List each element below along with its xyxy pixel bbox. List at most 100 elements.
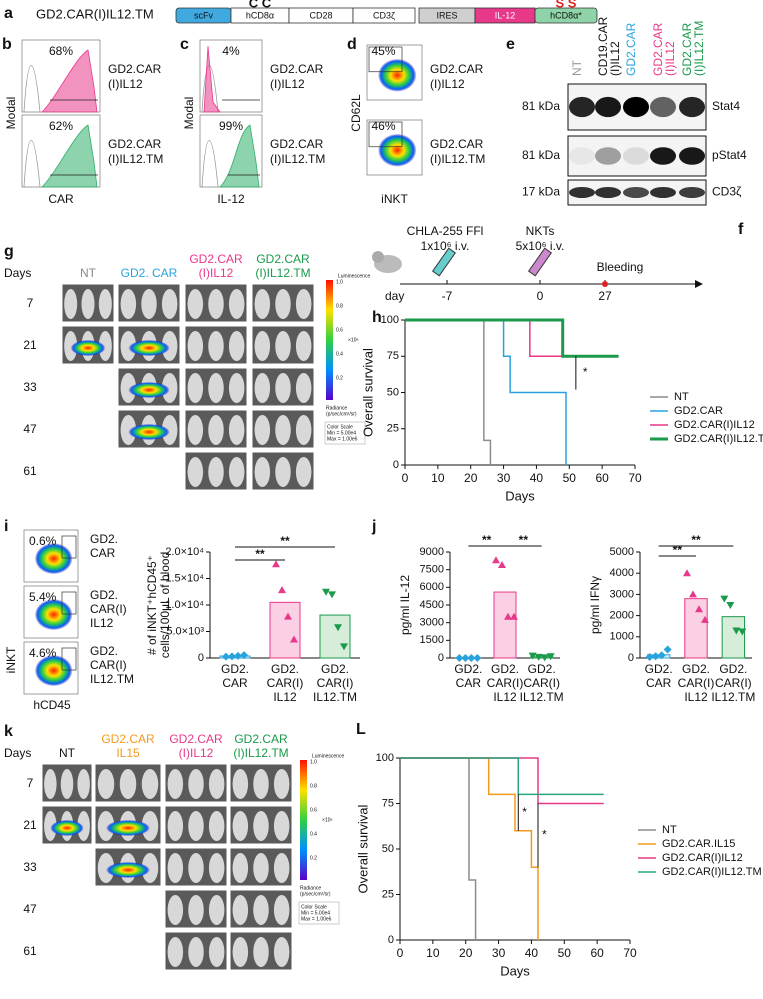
sample-histogram bbox=[41, 49, 98, 113]
legend-label: GD2.CAR(I)IL12 bbox=[674, 419, 755, 431]
x-tick-label: IL12 bbox=[493, 690, 517, 704]
y-tick-label: 2.0×10⁴ bbox=[165, 546, 204, 558]
mouse bbox=[208, 811, 225, 841]
mouse bbox=[253, 769, 269, 799]
size-label: 81 kDa bbox=[522, 148, 560, 162]
survival-curve bbox=[405, 318, 619, 358]
legend-label: NT bbox=[674, 391, 689, 403]
mouse bbox=[119, 769, 137, 799]
data-point bbox=[546, 653, 555, 661]
scale-tick: 0.4 bbox=[310, 831, 317, 837]
data-point bbox=[683, 569, 691, 577]
group-label: CAR bbox=[90, 546, 116, 560]
x-tick-label: 0 bbox=[402, 471, 409, 485]
group-label: GD2. bbox=[90, 588, 118, 602]
injection-label: CHLA-255 FFl bbox=[407, 224, 484, 238]
mouse bbox=[167, 769, 184, 799]
x-tick-label: 10 bbox=[426, 946, 440, 960]
scale-note: Max = 1.00e6 bbox=[301, 916, 332, 922]
x-axis-label: CAR bbox=[48, 192, 74, 206]
percent-label: 99% bbox=[219, 119, 243, 133]
band bbox=[569, 147, 595, 165]
mouse bbox=[232, 769, 249, 799]
percent-label: 46% bbox=[371, 119, 395, 133]
x-tick-label: 60 bbox=[595, 471, 609, 485]
x-tick-label: GD2. bbox=[221, 662, 249, 676]
mouse bbox=[120, 331, 137, 361]
data-point bbox=[738, 628, 747, 636]
mouse bbox=[188, 853, 204, 883]
y-tick-label: 4500 bbox=[420, 599, 444, 611]
mouse bbox=[273, 769, 290, 799]
mouse bbox=[81, 289, 95, 319]
y-axis-label: # of iNKT⁺hCD45⁺ bbox=[145, 555, 159, 655]
density-cloud bbox=[34, 599, 73, 631]
y-tick-label: 100 bbox=[376, 752, 394, 764]
day-label: 61 bbox=[23, 944, 37, 958]
legend-label: GD2.CAR(I)IL12 bbox=[662, 852, 743, 864]
scale-note-box bbox=[324, 421, 366, 445]
mouse bbox=[98, 331, 112, 361]
data-point bbox=[272, 560, 280, 568]
x-tick-label: GD2. bbox=[454, 662, 482, 676]
plot-frame bbox=[366, 119, 423, 176]
sample-histogram bbox=[219, 124, 260, 188]
y-tick-label: 0 bbox=[393, 459, 399, 471]
data-point bbox=[663, 645, 672, 654]
data-point bbox=[234, 651, 242, 660]
plot-frame bbox=[23, 529, 79, 583]
data-point bbox=[340, 643, 348, 651]
scale-title: Luminescence bbox=[312, 753, 344, 759]
lane-label: (I)IL12 bbox=[608, 41, 622, 76]
panel-letter: e bbox=[506, 36, 515, 53]
mouse bbox=[188, 937, 204, 967]
control-histogram bbox=[23, 140, 41, 188]
mouse bbox=[253, 811, 269, 841]
mouse bbox=[141, 811, 159, 841]
mouse bbox=[161, 289, 178, 319]
day-label: 21 bbox=[23, 338, 37, 352]
data-point bbox=[240, 651, 248, 660]
data-point bbox=[334, 624, 342, 632]
scale-note: Color Scale bbox=[301, 904, 327, 910]
mouse bbox=[141, 853, 159, 883]
group-label: (I)IL12.TM bbox=[233, 746, 288, 760]
y-tick-label: 4000 bbox=[610, 567, 634, 579]
day-label: 47 bbox=[23, 902, 37, 916]
data-point bbox=[720, 595, 729, 603]
group-label: GD2.CAR bbox=[270, 137, 324, 151]
group-label: (I)IL12 bbox=[179, 746, 214, 760]
mouse bbox=[253, 895, 269, 925]
mouse bbox=[208, 895, 225, 925]
mouse bbox=[232, 937, 249, 967]
data-point bbox=[657, 651, 666, 660]
legend-label: NT bbox=[662, 824, 677, 836]
group-label: GD2.CAR bbox=[189, 252, 243, 266]
mouse bbox=[228, 415, 245, 445]
scale-tick: 0.6 bbox=[336, 327, 343, 333]
data-point bbox=[528, 652, 537, 660]
x-tick-label: CAR(I) bbox=[715, 676, 752, 690]
legend-label: GD2.CAR.IL15 bbox=[662, 838, 735, 850]
x-tick-label: CAR bbox=[222, 676, 248, 690]
y-tick-label: 5000 bbox=[610, 546, 634, 558]
mouse bbox=[188, 769, 204, 799]
data-point bbox=[726, 602, 735, 609]
signal bbox=[128, 382, 170, 398]
scale-tick: 0.4 bbox=[336, 351, 343, 357]
group-label: GD2.CAR bbox=[169, 732, 223, 746]
mouse bbox=[188, 811, 204, 841]
data-point bbox=[645, 652, 654, 661]
group-label: NT bbox=[59, 746, 76, 760]
significance: * bbox=[583, 365, 588, 379]
y-tick-label: 7500 bbox=[420, 564, 444, 576]
survival-curve bbox=[405, 319, 492, 465]
cysteine-marks: C C bbox=[249, 0, 272, 10]
panel-letter: a bbox=[4, 5, 13, 22]
percent-label: 5.4% bbox=[29, 590, 57, 604]
mouse bbox=[275, 331, 291, 361]
significance: ** bbox=[673, 543, 683, 557]
mouse bbox=[77, 811, 90, 841]
mouse bbox=[141, 289, 157, 319]
scale-unit: Radiance bbox=[300, 885, 321, 891]
